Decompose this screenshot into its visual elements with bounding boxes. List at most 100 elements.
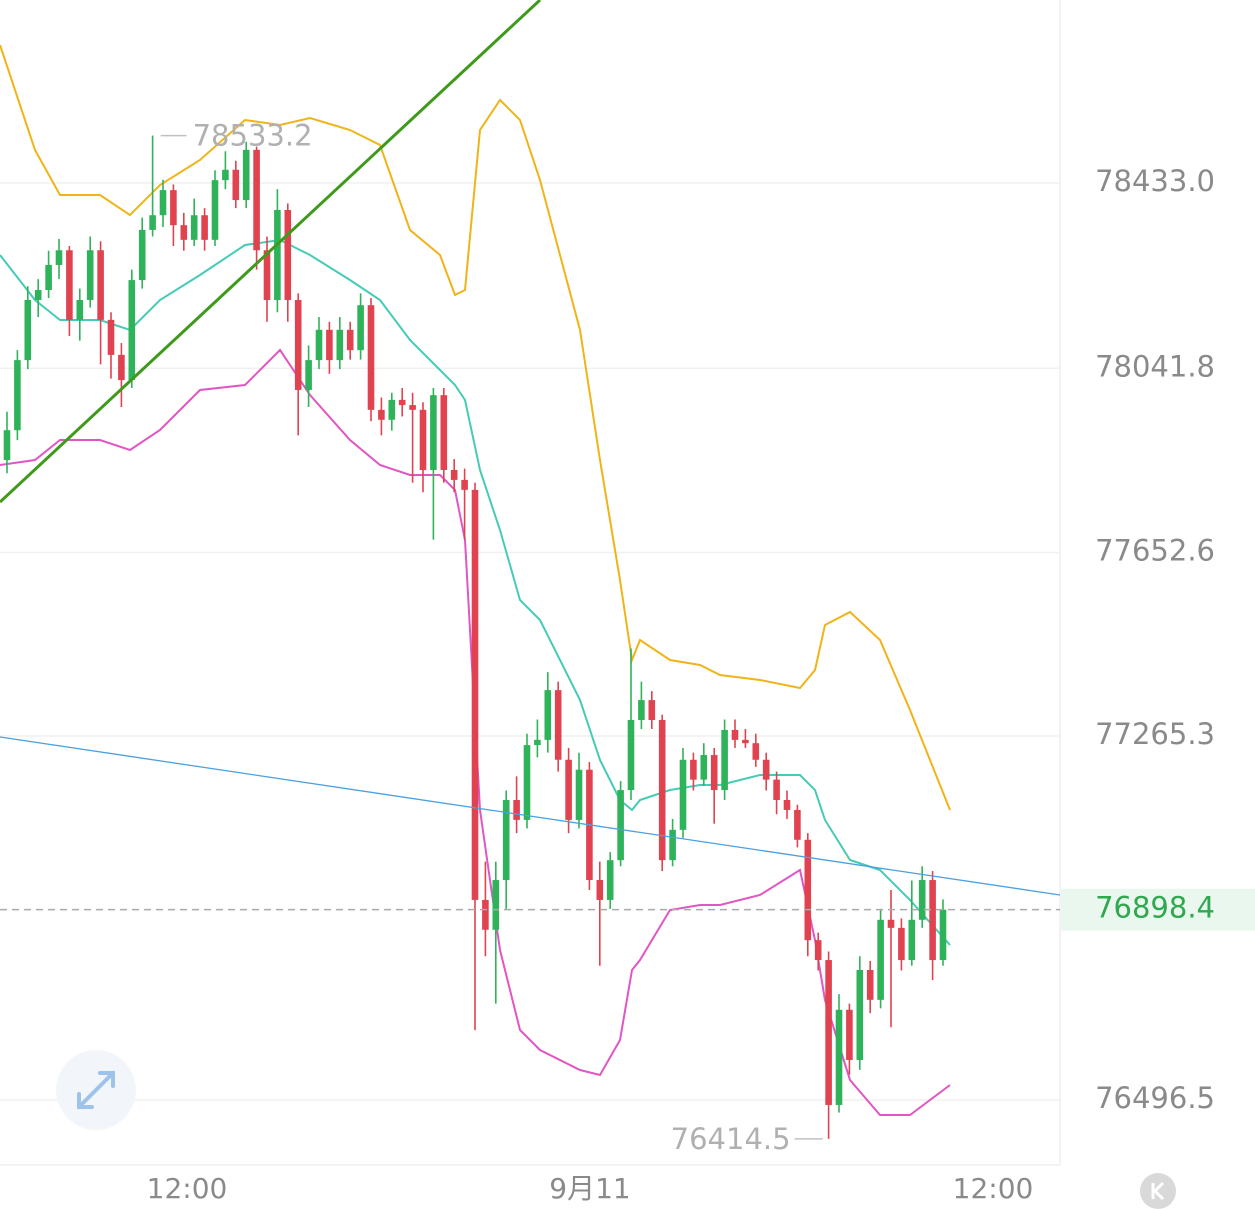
candle-body bbox=[14, 360, 21, 431]
candle-body bbox=[575, 769, 583, 820]
candle-body bbox=[315, 329, 323, 361]
candle-body bbox=[357, 305, 364, 351]
candle-body bbox=[554, 690, 562, 760]
candle-body bbox=[773, 779, 780, 801]
candle-body bbox=[679, 759, 687, 830]
y-tick-label: 78041.8 bbox=[1095, 349, 1215, 383]
last-price-box bbox=[1061, 888, 1255, 931]
candle-body bbox=[242, 149, 250, 201]
candle-body bbox=[461, 479, 468, 490]
candle-body bbox=[908, 919, 916, 961]
candle-body bbox=[721, 729, 728, 791]
candle-body bbox=[794, 809, 801, 840]
candle-body bbox=[898, 927, 905, 961]
candle-body bbox=[887, 919, 895, 928]
candle-body bbox=[742, 739, 749, 744]
candle-body bbox=[596, 880, 604, 900]
candle-body bbox=[523, 745, 531, 820]
candle-body bbox=[346, 329, 354, 351]
candle-body bbox=[929, 880, 936, 961]
candle-body bbox=[565, 759, 572, 820]
candle-body bbox=[170, 190, 177, 226]
trend-line bbox=[0, 736, 1060, 896]
candle-body bbox=[440, 395, 448, 470]
band-line bbox=[0, 238, 951, 946]
candle-body bbox=[398, 399, 406, 406]
candle-body bbox=[128, 280, 136, 380]
candle-body bbox=[783, 800, 791, 810]
candle-body bbox=[846, 1009, 853, 1060]
candle-body bbox=[502, 800, 510, 881]
last-price-label: 76898.4 bbox=[1095, 891, 1215, 925]
candle-body bbox=[648, 700, 656, 720]
labels: 78433.0 78041.8 77652.6 77265.3 76496.5 12:00… bbox=[147, 119, 1255, 1205]
candle-body bbox=[492, 880, 500, 930]
candle-body bbox=[638, 700, 645, 720]
candle-body bbox=[211, 180, 219, 240]
candle-body bbox=[138, 229, 146, 281]
kline-icon[interactable] bbox=[1151, 1181, 1165, 1201]
y-tick-label: 77652.6 bbox=[1095, 534, 1215, 568]
candle-body bbox=[378, 409, 385, 420]
candle-body bbox=[253, 149, 260, 251]
x-tick-label: 12:00 bbox=[953, 1172, 1034, 1205]
low-marker-label: 76414.5 bbox=[671, 1122, 791, 1156]
candle-body bbox=[534, 739, 541, 746]
candle-body bbox=[814, 940, 822, 961]
candle-body bbox=[762, 759, 770, 780]
candle-body bbox=[180, 225, 188, 240]
expand-button[interactable] bbox=[56, 1050, 136, 1130]
candle-body bbox=[939, 909, 947, 961]
candle-body bbox=[326, 329, 333, 361]
candle-body bbox=[55, 250, 63, 265]
band-line bbox=[0, 44, 951, 811]
candle-body bbox=[232, 169, 240, 201]
kline-button-bg[interactable] bbox=[1140, 1173, 1176, 1209]
candle-body bbox=[877, 919, 884, 1000]
candle-body bbox=[856, 970, 864, 1060]
y-tick-label: 76496.5 bbox=[1095, 1081, 1215, 1115]
candle-body bbox=[544, 690, 552, 740]
candle-body bbox=[617, 790, 624, 861]
x-tick-label: 12:00 bbox=[147, 1172, 228, 1205]
candle-body bbox=[284, 210, 292, 300]
candle-body bbox=[86, 250, 94, 300]
candle-body bbox=[118, 354, 125, 380]
candle-body bbox=[336, 329, 344, 361]
candle-body bbox=[658, 719, 666, 861]
y-tick-label: 78433.0 bbox=[1095, 164, 1215, 198]
candle-body bbox=[606, 860, 614, 900]
candle-body bbox=[76, 299, 84, 320]
candle-body bbox=[513, 800, 520, 820]
candle-body bbox=[274, 210, 281, 300]
candle-body bbox=[731, 729, 739, 740]
candle-body bbox=[450, 469, 458, 480]
candle-body bbox=[690, 759, 697, 780]
candle-body bbox=[804, 839, 812, 941]
candle-body bbox=[409, 405, 416, 410]
candle-body bbox=[752, 743, 760, 760]
candle-body bbox=[97, 250, 104, 320]
candle-body bbox=[222, 169, 229, 181]
candle-body bbox=[669, 829, 676, 861]
candle-body bbox=[918, 880, 926, 920]
candle-body bbox=[700, 755, 708, 780]
candle-body bbox=[305, 360, 312, 390]
candle-body bbox=[107, 319, 115, 355]
candle-body bbox=[45, 264, 52, 291]
candle-body bbox=[294, 299, 302, 390]
candle-body bbox=[190, 215, 198, 240]
kline-button[interactable] bbox=[1140, 1173, 1176, 1209]
candle-body bbox=[367, 305, 375, 410]
trend-line bbox=[0, 0, 542, 504]
candle-body bbox=[627, 719, 635, 791]
candle-body bbox=[24, 299, 32, 361]
candle-body bbox=[263, 250, 271, 300]
y-tick-label: 77265.3 bbox=[1095, 717, 1215, 751]
expand-icon[interactable] bbox=[77, 1071, 115, 1109]
candle-body bbox=[3, 430, 11, 461]
plot-area bbox=[0, 0, 1060, 1139]
band-line bbox=[0, 348, 951, 1116]
candle-body bbox=[835, 1009, 843, 1105]
